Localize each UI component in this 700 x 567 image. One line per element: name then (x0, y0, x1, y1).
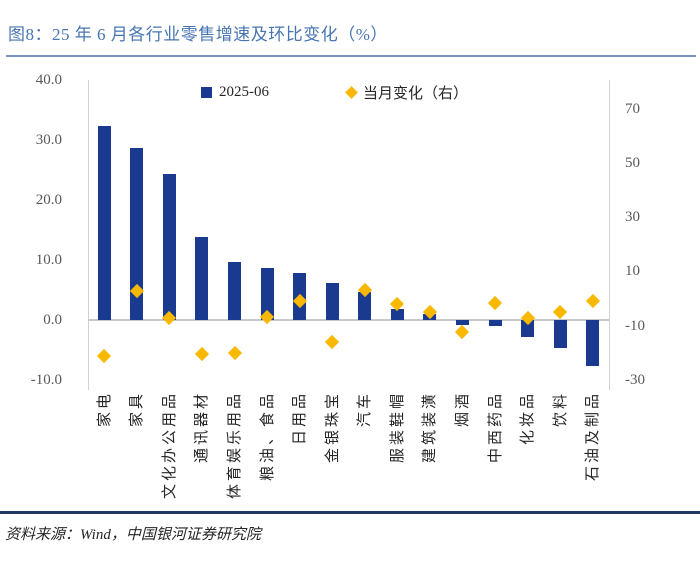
figure-title: 图8：25 年 6 月各行业零售增速及环比变化（%） (8, 25, 388, 44)
zero-axis-line (88, 319, 609, 321)
x-axis-category-label: 中西药品 (486, 390, 504, 463)
x-axis-category-label: 化妆品 (519, 390, 537, 445)
x-axis-category-label: 石油及制品 (584, 390, 602, 481)
bar (455, 320, 469, 325)
legend-diamond-label: 当月变化（右） (363, 85, 469, 102)
x-axis-category-label: 建筑装潢 (421, 390, 439, 463)
diamond-marker (97, 348, 112, 363)
x-axis-category-label: 体育娱乐用品 (226, 390, 244, 499)
left-axis-tick-label: -10.0 (30, 372, 62, 388)
x-axis-category-label: 文化办公用品 (160, 390, 178, 499)
x-axis-category-label: 日用品 (291, 390, 309, 445)
bar-series-swatch-icon (201, 86, 212, 98)
bar (521, 320, 535, 337)
left-axis-tick-label: 10.0 (35, 252, 62, 268)
diamond-marker (227, 345, 242, 360)
right-axis-tick-label: 30 (625, 209, 640, 226)
bar (195, 236, 209, 320)
legend-item-bar-series: 2025-06 (201, 82, 269, 102)
right-axis-tick-label: 50 (625, 154, 640, 171)
bar (553, 320, 567, 348)
bar (488, 320, 502, 326)
bar (97, 125, 111, 320)
right-axis-tick-label: 70 (625, 100, 640, 117)
x-axis-category-label: 汽车 (356, 390, 374, 427)
right-axis-tick-label: -30 (625, 372, 645, 388)
diamond-marker (194, 346, 210, 361)
legend-bar-label: 2025-06 (219, 83, 269, 100)
right-axis-tick-label: 10 (625, 263, 640, 280)
diamond-marker (455, 324, 470, 340)
x-axis-category-label: 家电 (95, 390, 113, 427)
diamond-marker (325, 334, 340, 350)
diamond-marker (553, 305, 568, 320)
left-axis-tick-label: 0.0 (43, 312, 62, 328)
title-divider (6, 55, 696, 57)
diamond-marker (585, 293, 600, 309)
x-axis-category-label: 金银珠宝 (323, 390, 341, 463)
bar (325, 283, 339, 320)
left-axis-tick-label: 30.0 (35, 132, 62, 148)
left-axis-tick-label: 40.0 (35, 72, 62, 88)
x-axis-category-label: 烟酒 (453, 390, 471, 427)
bar (228, 261, 242, 320)
x-axis-category-label: 家具 (128, 390, 146, 427)
bar (130, 147, 144, 320)
left-axis-tick-label: 20.0 (35, 192, 62, 208)
footer-divider (0, 511, 700, 514)
x-axis-category-label: 服装鞋帽 (388, 390, 406, 463)
bar (162, 173, 176, 320)
right-axis-tick-label: -10 (625, 317, 645, 334)
bar (260, 267, 274, 320)
source-note: 资料来源：Wind，中国银河证券研究院 (5, 527, 261, 543)
x-axis-category-label: 粮油、食品 (258, 390, 276, 481)
diamond-marker (487, 295, 503, 310)
right-axis-line (609, 80, 610, 390)
x-axis-category-label: 饮料 (551, 390, 569, 427)
x-axis-category-label: 通讯器材 (193, 390, 211, 463)
chart-legend: 2025-06 当月变化（右） (0, 82, 700, 102)
left-axis-line (88, 80, 89, 390)
bar (390, 308, 404, 320)
bar (358, 292, 372, 320)
bar (586, 320, 600, 366)
diamond-series-swatch-icon (345, 85, 358, 99)
legend-item-diamond-series: 当月变化（右） (345, 82, 469, 102)
